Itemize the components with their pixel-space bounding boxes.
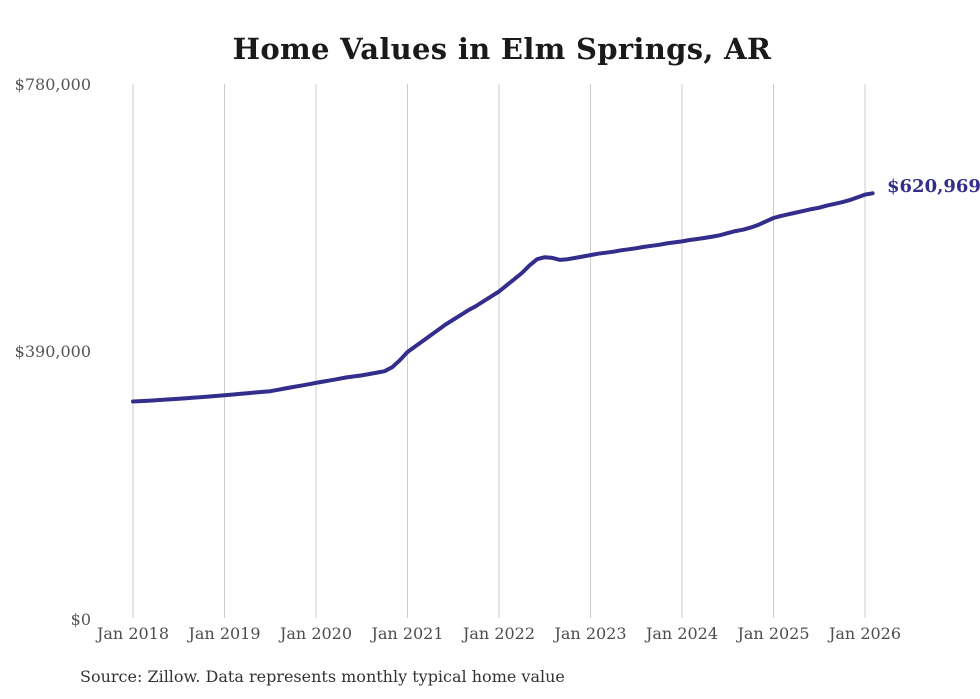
x-axis-tick-label: Jan 2018 [96,624,170,643]
x-axis-tick-label: Jan 2023 [554,624,627,643]
home-value-line [131,191,875,404]
x-axis-tick-label: Jan 2025 [737,624,810,643]
y-axis-tick-0: $0 [70,610,91,629]
x-axis-tick-label: Jan 2021 [371,624,444,643]
x-axis-tick-label: Jan 2026 [828,624,902,643]
y-axis-tick-390000: $390,000 [14,342,91,361]
chart-title: Home Values in Elm Springs, AR [232,32,772,66]
y-axis-tick-780000: $780,000 [14,75,91,94]
x-axis-tick-label: Jan 2019 [188,624,261,643]
last-value-label: $620,969 [887,176,980,197]
x-axis-tick-label: Jan 2022 [462,624,536,643]
source-note: Source: Zillow. Data represents monthly … [80,667,565,686]
x-axis-tick-label: Jan 2020 [279,624,353,643]
x-axis-tick-label: Jan 2024 [645,624,719,643]
